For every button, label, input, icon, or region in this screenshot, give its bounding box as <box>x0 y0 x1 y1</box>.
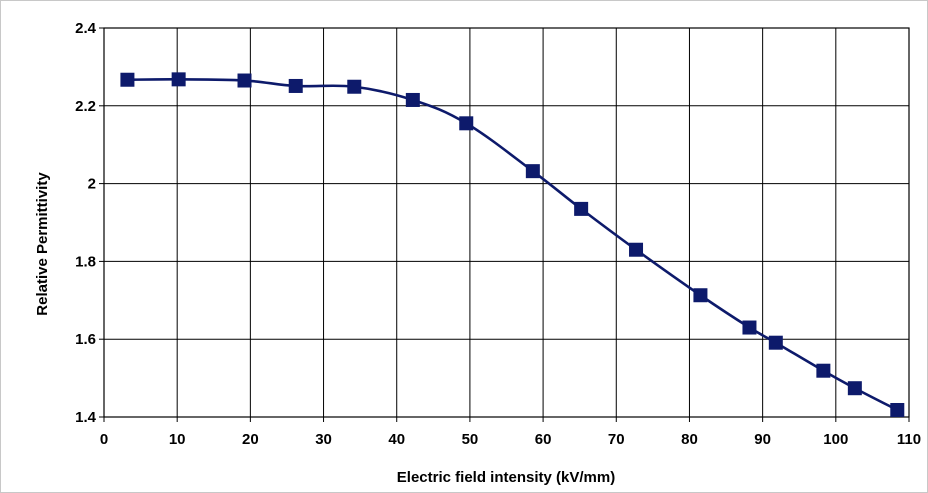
x-axis-title: Electric field intensity (kV/mm) <box>397 469 615 486</box>
y-tick-label: 2 <box>88 176 96 193</box>
data-markers <box>120 72 905 417</box>
x-tick-label: 0 <box>100 431 108 448</box>
x-tick-label: 30 <box>315 431 332 448</box>
x-tick-label: 90 <box>754 431 771 448</box>
y-tick-label: 1.8 <box>75 253 96 270</box>
data-point-marker <box>525 164 540 179</box>
data-point-marker <box>288 78 303 93</box>
plot-border <box>103 27 910 418</box>
y-axis-ticks: 1.4 1.6 1.8 2 2.2 2.4 <box>75 20 104 426</box>
series-line <box>127 78 898 412</box>
gridlines <box>103 27 910 418</box>
data-point-marker <box>459 116 474 131</box>
plot-area <box>104 28 909 417</box>
data-point-marker <box>768 335 783 350</box>
data-point-marker <box>890 402 905 417</box>
x-tick-label: 70 <box>608 431 625 448</box>
y-tick-label: 2.4 <box>75 20 97 37</box>
x-tick-label: 50 <box>462 431 479 448</box>
y-tick-label: 1.6 <box>75 331 96 348</box>
y-tick-label: 2.2 <box>75 98 96 115</box>
x-tick-label: 40 <box>388 431 405 448</box>
data-point-marker <box>405 92 420 107</box>
data-point-marker <box>816 363 831 378</box>
x-tick-label: 20 <box>242 431 259 448</box>
y-tick-label: 1.4 <box>75 409 97 426</box>
x-tick-label: 60 <box>535 431 552 448</box>
data-point-marker <box>847 381 862 396</box>
data-point-marker <box>742 320 757 335</box>
x-tick-label: 100 <box>823 431 848 448</box>
y-axis-title: Relative Permittivity <box>34 172 51 316</box>
x-tick-label: 110 <box>897 431 921 448</box>
x-tick-label: 80 <box>681 431 698 448</box>
x-tick-label: 10 <box>169 431 186 448</box>
data-point-marker <box>171 72 186 87</box>
data-point-marker <box>347 79 362 94</box>
data-point-marker <box>120 72 135 87</box>
data-point-marker <box>237 73 252 88</box>
data-point-marker <box>574 201 589 216</box>
data-point-marker <box>629 242 644 257</box>
x-axis-ticks: 0 10 20 30 40 50 60 70 80 90 100 110 <box>100 417 921 448</box>
data-point-marker <box>693 288 708 303</box>
